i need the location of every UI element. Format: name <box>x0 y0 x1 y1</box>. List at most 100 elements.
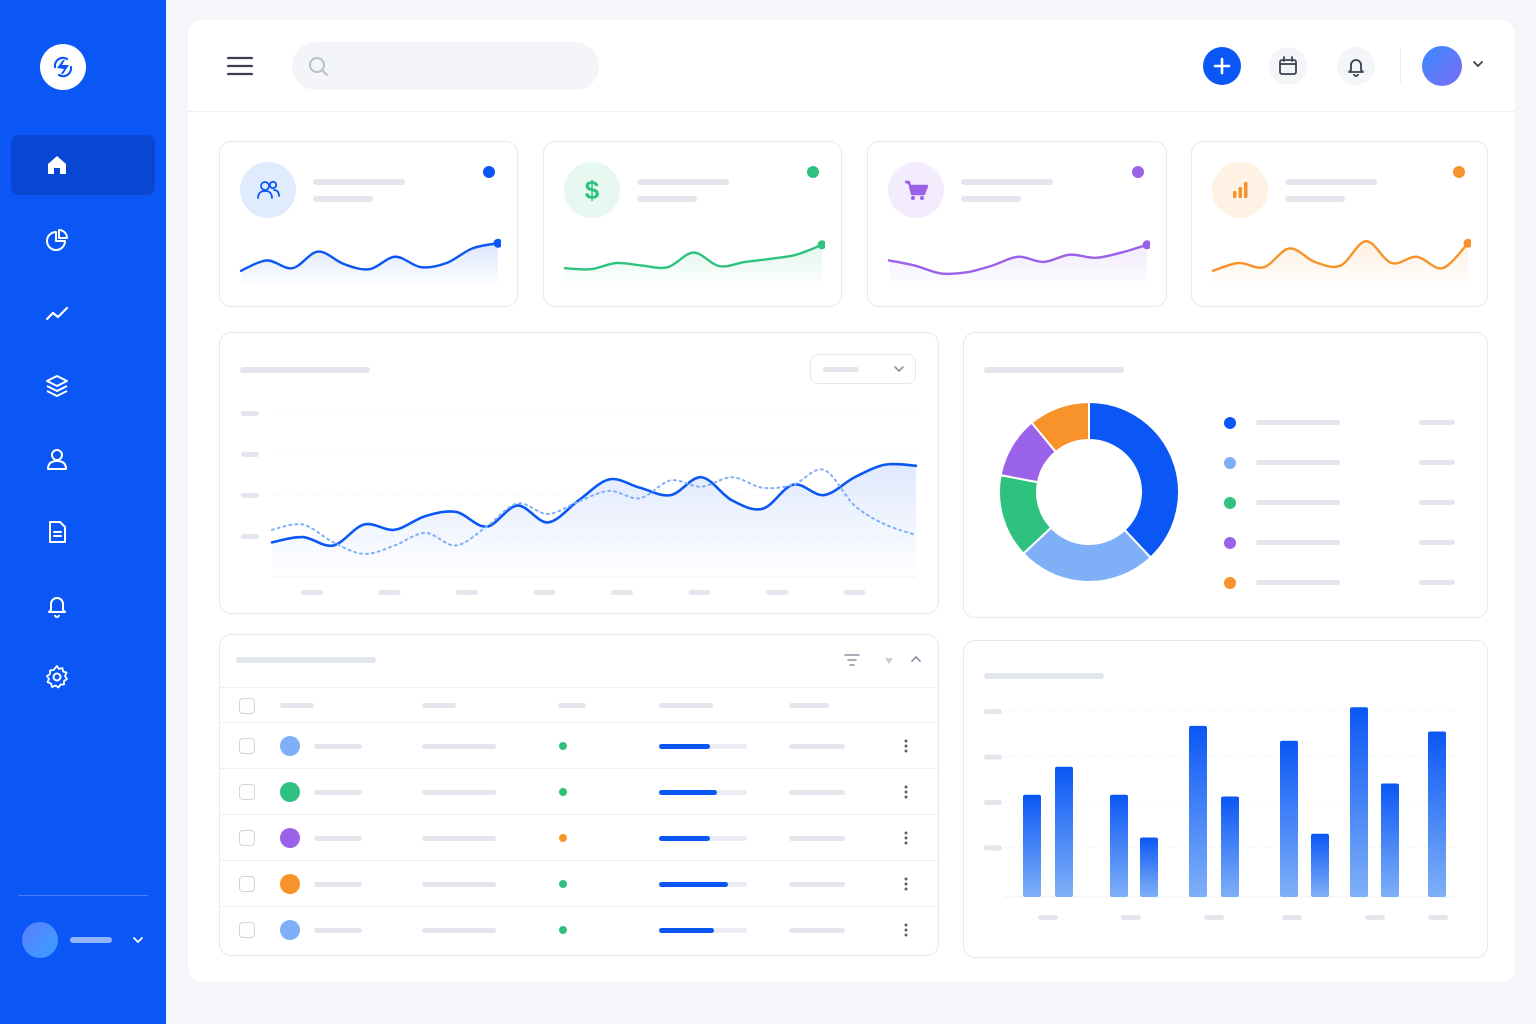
legend-label-placeholder <box>1256 500 1340 505</box>
status-dot <box>559 742 567 750</box>
sparkline-end-point <box>493 238 501 248</box>
select-all-checkbox[interactable] <box>239 698 255 714</box>
sidebar-divider <box>18 895 148 896</box>
sidebar-item-documents[interactable] <box>11 502 155 562</box>
bar <box>1110 794 1128 897</box>
chevron-up-icon[interactable] <box>910 655 922 663</box>
more-vertical-icon <box>904 739 908 753</box>
row-menu-button[interactable] <box>898 782 914 802</box>
cell-placeholder <box>422 790 496 795</box>
x-tick-label <box>611 590 633 595</box>
column-header[interactable] <box>558 703 586 708</box>
search-input[interactable] <box>292 42 599 90</box>
stat-card[interactable] <box>219 141 518 307</box>
chevron-down-icon[interactable] <box>1472 60 1484 68</box>
data-table-card <box>219 634 939 956</box>
status-dot <box>559 788 567 796</box>
period-dropdown[interactable] <box>810 354 916 384</box>
donut-slice <box>1088 400 1180 560</box>
column-header[interactable] <box>422 703 456 708</box>
legend-value-placeholder <box>1419 540 1455 545</box>
stat-card[interactable] <box>867 141 1167 307</box>
notifications-button[interactable] <box>1337 47 1375 85</box>
dropdown-value-placeholder <box>823 367 859 372</box>
sidebar <box>0 0 166 1024</box>
status-dot <box>483 166 495 178</box>
stat-card[interactable] <box>1191 141 1488 307</box>
x-tick-label <box>301 590 323 595</box>
bolt-logo-icon[interactable] <box>40 44 86 90</box>
line-chart-card <box>219 332 939 614</box>
legend-label-placeholder <box>1256 580 1340 585</box>
avatar[interactable] <box>1422 46 1462 86</box>
row-checkbox[interactable] <box>239 876 255 892</box>
row-menu-button[interactable] <box>898 874 914 894</box>
legend-dot <box>1224 497 1236 509</box>
progress-fill <box>659 836 711 841</box>
series-line-solid <box>270 462 918 548</box>
sparkline-line <box>887 243 1149 276</box>
progress-bar <box>659 928 747 933</box>
sort-down-icon[interactable] <box>884 657 894 665</box>
x-tick-label <box>1038 915 1058 920</box>
search-icon <box>309 57 328 76</box>
row-checkbox[interactable] <box>239 830 255 846</box>
y-tick-label <box>984 800 1002 805</box>
layers-icon <box>46 375 68 397</box>
row-menu-button[interactable] <box>898 828 914 848</box>
sparkline-end-point <box>1463 238 1471 248</box>
progress-fill <box>659 790 718 795</box>
legend-label-placeholder <box>1256 540 1340 545</box>
progress-fill <box>659 744 711 749</box>
stat-label-placeholder <box>1285 179 1377 185</box>
sidebar-item-trends[interactable] <box>11 283 155 343</box>
stat-card[interactable]: $ <box>543 141 842 307</box>
sparkline-area <box>889 244 1147 289</box>
menu-icon[interactable] <box>226 54 254 78</box>
x-tick-label <box>766 590 788 595</box>
row-menu-button[interactable] <box>898 736 914 756</box>
y-tick-label <box>984 754 1002 760</box>
legend-dot <box>1224 537 1236 549</box>
donut-slice <box>1030 400 1090 454</box>
filter-icon[interactable] <box>844 653 860 667</box>
sidebar-item-users[interactable] <box>11 429 155 489</box>
sidebar-item-home[interactable] <box>11 135 155 195</box>
column-header[interactable] <box>659 703 713 708</box>
x-tick-label <box>456 590 478 595</box>
legend-value-placeholder <box>1419 580 1455 585</box>
stat-value-placeholder <box>637 196 697 202</box>
x-tick-label <box>688 590 711 595</box>
sidebar-item-settings[interactable] <box>11 647 155 707</box>
status-dot <box>1453 166 1465 178</box>
sidebar-item-notifications[interactable] <box>11 575 155 635</box>
row-checkbox[interactable] <box>239 738 255 754</box>
chart-title-placeholder <box>984 673 1104 679</box>
sparkline-area <box>1213 241 1468 289</box>
sidebar-user-menu[interactable] <box>22 922 152 958</box>
bar-chart-icon <box>1212 162 1268 218</box>
bar <box>1381 783 1399 897</box>
row-divider <box>220 722 938 723</box>
progress-bar <box>659 882 747 887</box>
avatar <box>280 920 300 940</box>
trend-line-icon <box>45 306 69 321</box>
row-checkbox[interactable] <box>239 922 255 938</box>
add-icon <box>1213 57 1231 75</box>
sidebar-item-analytics[interactable] <box>11 210 155 270</box>
sidebar-item-layers[interactable] <box>11 356 155 416</box>
add-button[interactable] <box>1203 47 1241 85</box>
main-panel: $ <box>188 20 1515 982</box>
row-menu-button[interactable] <box>898 920 914 940</box>
row-divider <box>220 768 938 769</box>
avatar <box>22 922 58 958</box>
row-checkbox[interactable] <box>239 784 255 800</box>
column-header[interactable] <box>280 703 314 708</box>
cell-placeholder <box>789 836 845 841</box>
column-header[interactable] <box>789 703 829 708</box>
document-icon <box>49 521 66 543</box>
sparkline <box>887 240 1150 289</box>
sparkline-line <box>1211 239 1470 272</box>
x-tick-label <box>1365 915 1385 920</box>
calendar-button[interactable] <box>1269 47 1307 85</box>
